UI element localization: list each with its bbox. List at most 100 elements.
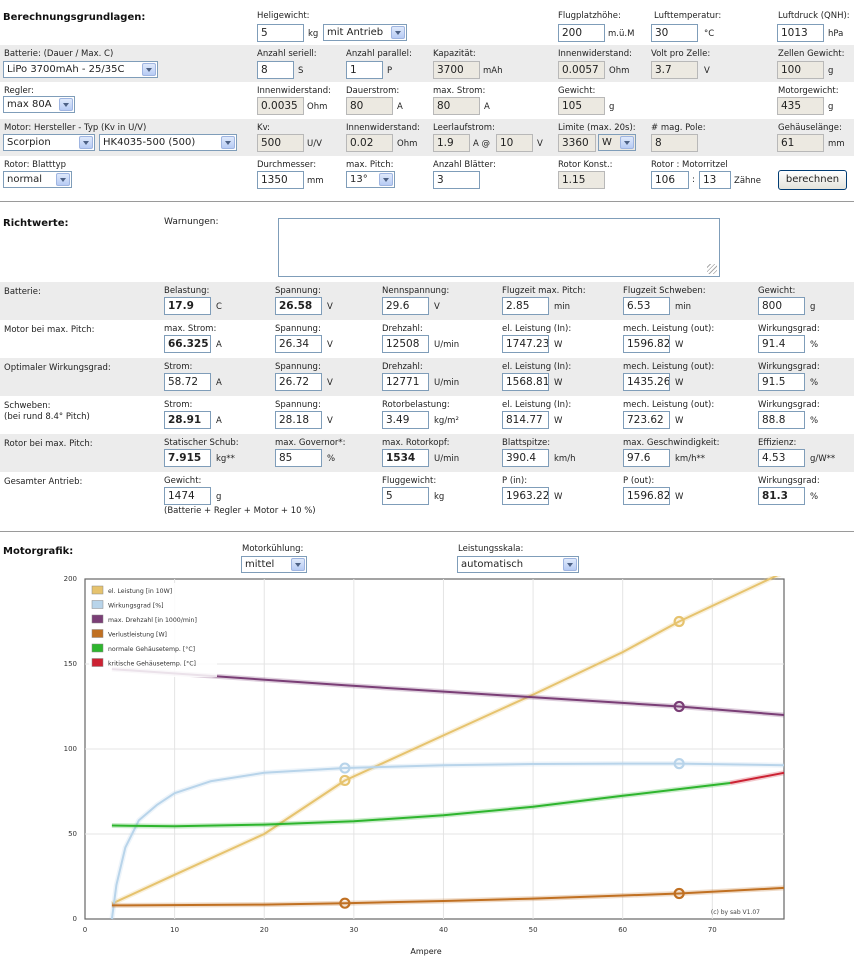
limite-unit-select[interactable]: W	[598, 134, 636, 151]
result-label: mech. Leistung (out):	[623, 400, 715, 410]
result-unit: A	[216, 416, 222, 426]
result-label: Spannung:	[275, 400, 321, 410]
limite-unit-value: W	[602, 137, 612, 148]
series-marker	[673, 758, 685, 770]
motor-hersteller-select[interactable]: Scorpion	[3, 134, 95, 151]
result-value: 58.72	[164, 373, 211, 391]
kuehlung-select-value: mittel	[245, 559, 275, 570]
rotor-motorritzel-label: Rotor : Motorritzel	[651, 160, 728, 170]
result-value: 1596.82	[623, 487, 670, 505]
parallel-unit: P	[387, 66, 393, 76]
regler-label: Regler:	[4, 86, 34, 96]
result-label: Blattspitze:	[502, 438, 551, 448]
durchmesser-input[interactable]: 1350	[257, 171, 304, 189]
result-row-label: Rotor bei max. Pitch:	[4, 439, 93, 449]
result-unit: min	[554, 302, 571, 312]
legend-swatch	[91, 658, 104, 667]
luftdruck-input[interactable]: 1013	[777, 24, 824, 42]
innenwiderstand-mot-unit: Ohm	[397, 139, 418, 149]
durchmesser-unit: mm	[307, 176, 324, 186]
result-value: 6.53	[623, 297, 670, 315]
flugplatzhoehe-input[interactable]: 200	[558, 24, 605, 42]
heligewicht-label: Heligewicht:	[257, 11, 310, 21]
result-label: Fluggewicht:	[382, 476, 437, 486]
volt-pro-zelle-unit: V	[704, 66, 710, 76]
legend-box	[89, 583, 217, 677]
rotor-zaehne-input[interactable]: 106	[651, 171, 689, 189]
result-value: 29.6	[382, 297, 429, 315]
motor-typ-select[interactable]: HK4035-500 (500)	[99, 134, 237, 151]
innenwiderstand-mot-label: Innenwiderstand:	[346, 123, 420, 133]
heligewicht-mode-value: mit Antrieb	[327, 27, 384, 38]
result-unit: %	[810, 416, 819, 426]
motorgewicht-value: 435	[777, 97, 824, 115]
chevron-down-icon	[142, 63, 156, 76]
x-tick-label: 10	[170, 926, 179, 934]
gehaeuselaenge-label: Gehäuselänge:	[778, 123, 842, 133]
leerlaufstrom-value: 1.9	[433, 134, 470, 152]
result-label: el. Leistung (In):	[502, 362, 572, 372]
y-tick-label: 200	[64, 576, 77, 583]
volt-pro-zelle-label: Volt pro Zelle:	[651, 49, 711, 59]
max-pitch-select[interactable]: 13°	[346, 171, 395, 188]
result-value: 97.6	[623, 449, 670, 467]
blatttyp-select[interactable]: normal	[3, 171, 72, 188]
parallel-input[interactable]: 1	[346, 61, 383, 79]
lufttemperatur-input[interactable]: 30	[651, 24, 698, 42]
section-title-results: Richtwerte:	[3, 218, 69, 229]
seriell-input[interactable]: 8	[257, 61, 294, 79]
motor-typ-value: HK4035-500 (500)	[103, 137, 196, 148]
result-value: 1534	[382, 449, 429, 467]
leerlaufstrom-unit: V	[537, 139, 543, 149]
result-unit: km/h	[554, 454, 576, 464]
chevron-down-icon	[620, 136, 634, 149]
y-tick-label: 50	[68, 830, 77, 838]
regler-select[interactable]: max 80A	[3, 96, 75, 113]
anzahl-blaetter-input[interactable]: 3	[433, 171, 480, 189]
warnungen-textarea[interactable]	[278, 218, 720, 277]
berechnen-button[interactable]: berechnen	[778, 170, 847, 190]
result-label: max. Geschwindigkeit:	[623, 438, 720, 448]
result-unit: U/min	[434, 340, 460, 350]
result-row-label: Motor bei max. Pitch:	[4, 325, 95, 335]
series-line	[111, 782, 731, 828]
legend-swatch	[91, 585, 104, 595]
kuehlung-select[interactable]: mittel	[241, 556, 307, 573]
leerlaufstrom-label: Leerlaufstrom:	[433, 123, 495, 133]
chevron-down-icon	[563, 558, 577, 571]
batterie-select[interactable]: LiPo 3700mAh - 25/35C	[3, 61, 158, 78]
result-unit: W	[554, 340, 563, 350]
result-value: 1596.82	[623, 335, 670, 353]
result-label: Wirkungsgrad:	[758, 362, 820, 372]
series-marker	[339, 762, 351, 774]
result-value: 1747.23	[502, 335, 549, 353]
heligewicht-input[interactable]: 5	[257, 24, 304, 42]
legend-label: Wirkungsgrad [%]	[108, 603, 164, 610]
skala-select[interactable]: automatisch	[457, 556, 579, 573]
result-label: max. Strom:	[164, 324, 217, 334]
batterie-label: Batterie: (Dauer / Max. C)	[4, 49, 114, 59]
legend-swatch	[91, 643, 104, 653]
result-value: 28.18	[275, 411, 322, 429]
result-value: 1568.81	[502, 373, 549, 391]
max-pitch-label: max. Pitch:	[346, 160, 394, 170]
result-unit: V	[327, 416, 333, 426]
regler-gewicht-unit: g	[609, 102, 615, 112]
chevron-down-icon	[59, 98, 73, 111]
result-value: 88.8	[758, 411, 805, 429]
chevron-down-icon	[391, 26, 405, 39]
result-unit: %	[810, 492, 819, 502]
x-tick-label: 50	[529, 926, 538, 934]
result-value: 85	[275, 449, 322, 467]
heligewicht-mode-select[interactable]: mit Antrieb	[323, 24, 407, 41]
result-unit: min	[675, 302, 692, 312]
legend-label: el. Leistung [in 10W]	[108, 588, 172, 595]
result-label: Wirkungsgrad:	[758, 324, 820, 334]
result-unit: W	[675, 492, 684, 502]
legend-swatch	[91, 629, 104, 638]
limite-label: Limite (max. 20s):	[558, 123, 636, 133]
result-value: 81.3	[758, 487, 805, 505]
result-value: 17.9	[164, 297, 211, 315]
ritzel-zaehne-input[interactable]: 13	[699, 171, 731, 189]
innenwiderstand-bat-value: 0.0057	[558, 61, 605, 79]
